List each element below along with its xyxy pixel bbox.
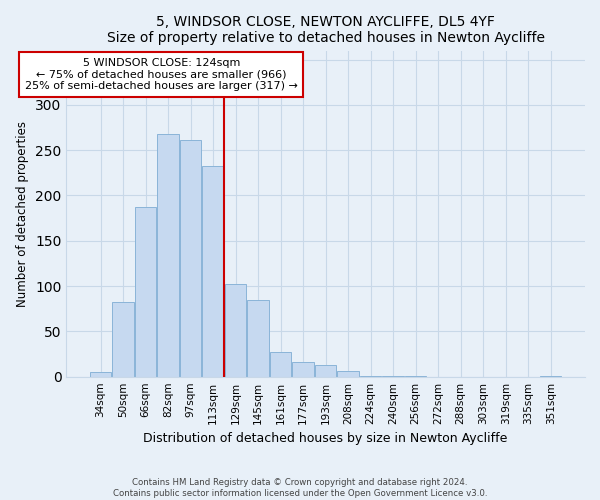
- X-axis label: Distribution of detached houses by size in Newton Aycliffe: Distribution of detached houses by size …: [143, 432, 508, 445]
- Bar: [202, 166, 224, 376]
- Bar: [157, 134, 179, 376]
- Bar: [225, 284, 246, 376]
- Text: 5 WINDSOR CLOSE: 124sqm
← 75% of detached houses are smaller (966)
25% of semi-d: 5 WINDSOR CLOSE: 124sqm ← 75% of detache…: [25, 58, 298, 91]
- Title: 5, WINDSOR CLOSE, NEWTON AYCLIFFE, DL5 4YF
Size of property relative to detached: 5, WINDSOR CLOSE, NEWTON AYCLIFFE, DL5 4…: [107, 15, 545, 45]
- Bar: [292, 362, 314, 376]
- Bar: [112, 302, 134, 376]
- Text: Contains HM Land Registry data © Crown copyright and database right 2024.
Contai: Contains HM Land Registry data © Crown c…: [113, 478, 487, 498]
- Bar: [90, 372, 111, 376]
- Bar: [180, 140, 201, 376]
- Bar: [315, 365, 337, 376]
- Bar: [247, 300, 269, 376]
- Bar: [135, 208, 156, 376]
- Bar: [270, 352, 291, 376]
- Y-axis label: Number of detached properties: Number of detached properties: [16, 120, 29, 306]
- Bar: [337, 371, 359, 376]
